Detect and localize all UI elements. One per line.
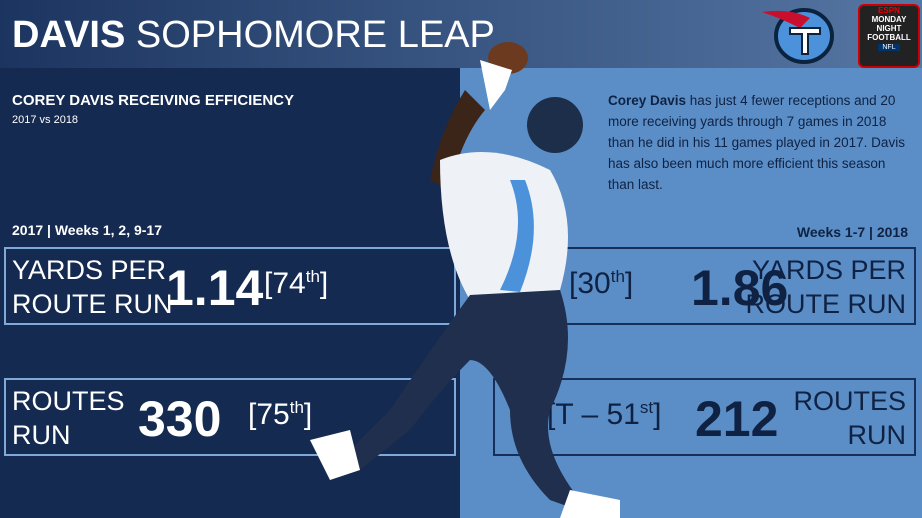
right-period: Weeks 1-7 | 2018 [796, 224, 908, 240]
blurb: Corey Davis has just 4 fewer receptions … [608, 90, 908, 195]
rank-ordinal: th [305, 267, 320, 286]
stat-label: YARDS PER [751, 255, 906, 285]
titans-logo [762, 8, 834, 64]
player-photo [310, 42, 620, 518]
rank-text: ] [624, 267, 634, 300]
mnf-text: NIGHT [876, 24, 902, 33]
stat-value: 1.86 [691, 260, 789, 316]
stat-value: 1.14 [166, 260, 264, 316]
stat-rank: [75th] [248, 398, 312, 432]
rank-ordinal: th [610, 267, 625, 286]
blurb-name: Corey Davis [608, 93, 687, 108]
stat-label: YARDS PER [12, 255, 167, 285]
stat-value: 330 [138, 391, 222, 447]
rank-text: [74 [264, 267, 306, 300]
stat-box: YARDS PER ROUTE RUN 1.14 [74th] [4, 247, 456, 325]
rank-text: ] [653, 398, 662, 431]
stat-label: RUN [847, 420, 907, 450]
stat-rank: [74th] [264, 267, 328, 301]
stat-box: ROUTES RUN 330 [75th] [4, 378, 456, 456]
mnf-logo: ESPN MONDAY NIGHT FOOTBALL NFL [858, 4, 920, 68]
stat-value: 212 [695, 391, 779, 447]
stat-box: [30th] 1.86 YARDS PER ROUTE RUN [493, 247, 916, 325]
left-period: 2017 | Weeks 1, 2, 9-17 [12, 222, 162, 238]
rank-ordinal: st [639, 398, 654, 417]
left-heading: COREY DAVIS RECEIVING EFFICIENCY [12, 92, 294, 109]
espn-text: ESPN [878, 6, 900, 15]
stat-label: ROUTE RUN [745, 289, 907, 319]
left-subheading: 2017 vs 2018 [12, 114, 79, 126]
title-bold: DAVIS [12, 14, 126, 56]
blurb-text: has just 4 fewer receptions and 20 more … [608, 93, 905, 192]
stat-box: [T – 51st] 212 ROUTES RUN [493, 378, 916, 456]
stat-label: RUN [12, 420, 71, 450]
stat-label: ROUTES [793, 386, 906, 416]
title: DAVIS SOPHOMORE LEAP [12, 14, 495, 57]
rank-text: ] [303, 398, 313, 431]
nfl-text: NFL [878, 44, 900, 51]
title-rest: SOPHOMORE LEAP [135, 14, 495, 56]
stat-label: ROUTE RUN [12, 289, 173, 319]
rank-ordinal: th [289, 398, 304, 417]
rank-text: [T – 51 [547, 398, 640, 431]
mnf-text: FOOTBALL [867, 33, 911, 42]
stat-rank: [T – 51st] [547, 398, 661, 432]
stat-rank: [30th] [569, 267, 633, 301]
mnf-text: MONDAY [871, 15, 907, 24]
rank-text: [75 [248, 398, 290, 431]
rank-text: [30 [569, 267, 611, 300]
stat-label: ROUTES [12, 386, 125, 416]
rank-text: ] [319, 267, 329, 300]
